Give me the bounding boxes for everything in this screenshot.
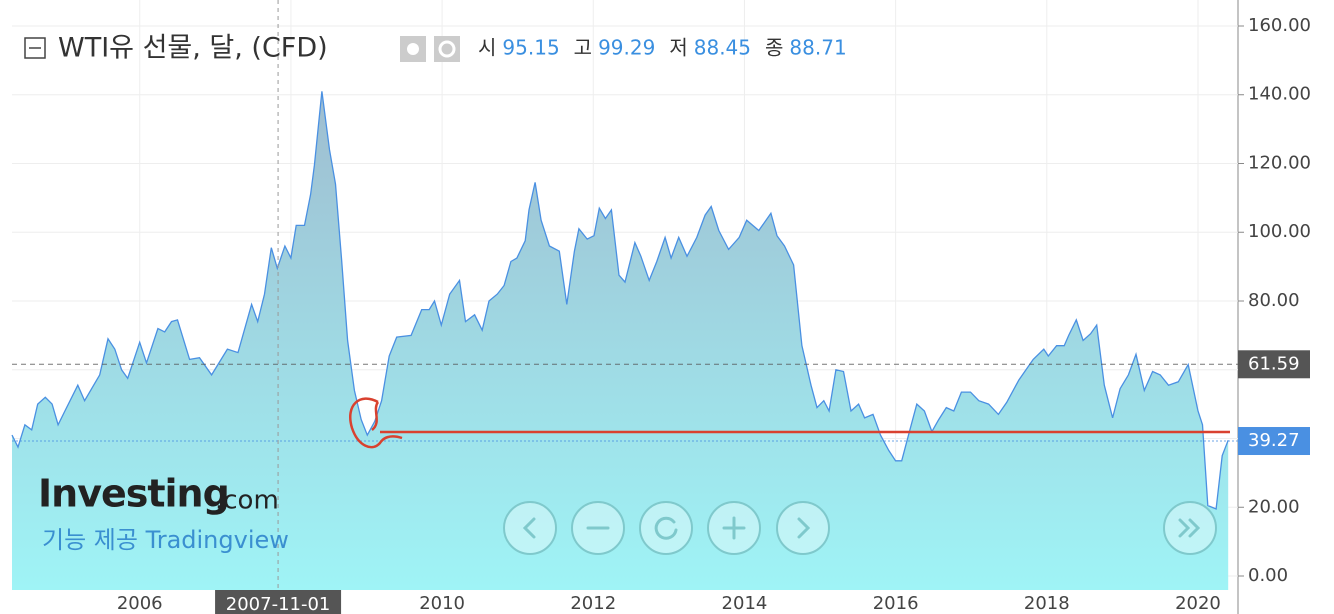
y-tick-label: 0.00 xyxy=(1248,565,1288,586)
settings-icon[interactable] xyxy=(434,36,460,62)
x-tick-label: 2014 xyxy=(722,593,768,614)
ohlc-value: 88.71 xyxy=(789,36,846,60)
chart-title: WTI유 선물, 달, (CFD) xyxy=(58,33,328,64)
zoom-out-button[interactable] xyxy=(571,501,625,555)
x-tick-label: 2012 xyxy=(570,593,616,614)
x-tick-label: 2006 xyxy=(117,593,163,614)
price-label-bg xyxy=(1238,427,1310,456)
price-label: 39.27 xyxy=(1248,430,1300,451)
ohlc-label: 종 xyxy=(765,36,783,60)
price-label: 61.59 xyxy=(1248,353,1300,374)
crosshair-label-bg xyxy=(215,590,342,614)
credit: 기능 제공 Tradingview xyxy=(42,526,289,554)
y-tick-label: 100.00 xyxy=(1248,221,1311,242)
settings-icon-gear xyxy=(438,40,456,58)
brand-suffix: .com xyxy=(215,486,279,516)
ohlc-value: 99.29 xyxy=(598,36,655,60)
zoom-in-button[interactable] xyxy=(707,501,761,555)
area xyxy=(12,91,1229,591)
ohlc-label: 저 xyxy=(669,36,687,60)
x-tick-label: 2020 xyxy=(1175,593,1221,614)
scroll-left-button[interactable] xyxy=(503,501,557,555)
ohlc-value: 88.45 xyxy=(694,36,751,60)
ohlc-label: 고 xyxy=(574,36,592,60)
reset-button[interactable] xyxy=(639,501,693,555)
scroll-end-button[interactable] xyxy=(1163,501,1217,555)
y-tick-label: 140.00 xyxy=(1248,84,1311,105)
line xyxy=(11,91,1229,510)
annotation xyxy=(349,397,1230,449)
eye-icon-pupil xyxy=(407,43,419,55)
y-tick-label: 20.00 xyxy=(1248,496,1300,517)
scroll-right-button[interactable] xyxy=(776,501,830,555)
ohlc-value: 95.15 xyxy=(502,36,559,60)
y-tick-label: 120.00 xyxy=(1248,152,1311,173)
ohlc-label: 시 xyxy=(478,36,496,60)
y-tick-label: 160.00 xyxy=(1248,15,1311,36)
x-tick-label: 2016 xyxy=(873,593,919,614)
x-tick-label: 2018 xyxy=(1024,593,1070,614)
price-label-bg xyxy=(1238,350,1310,379)
x-tick-label: 2010 xyxy=(419,593,465,614)
crosshair-label: 2007-11-01 xyxy=(226,594,331,614)
y-tick-label: 80.00 xyxy=(1248,290,1300,311)
brand: Investing xyxy=(38,472,229,516)
